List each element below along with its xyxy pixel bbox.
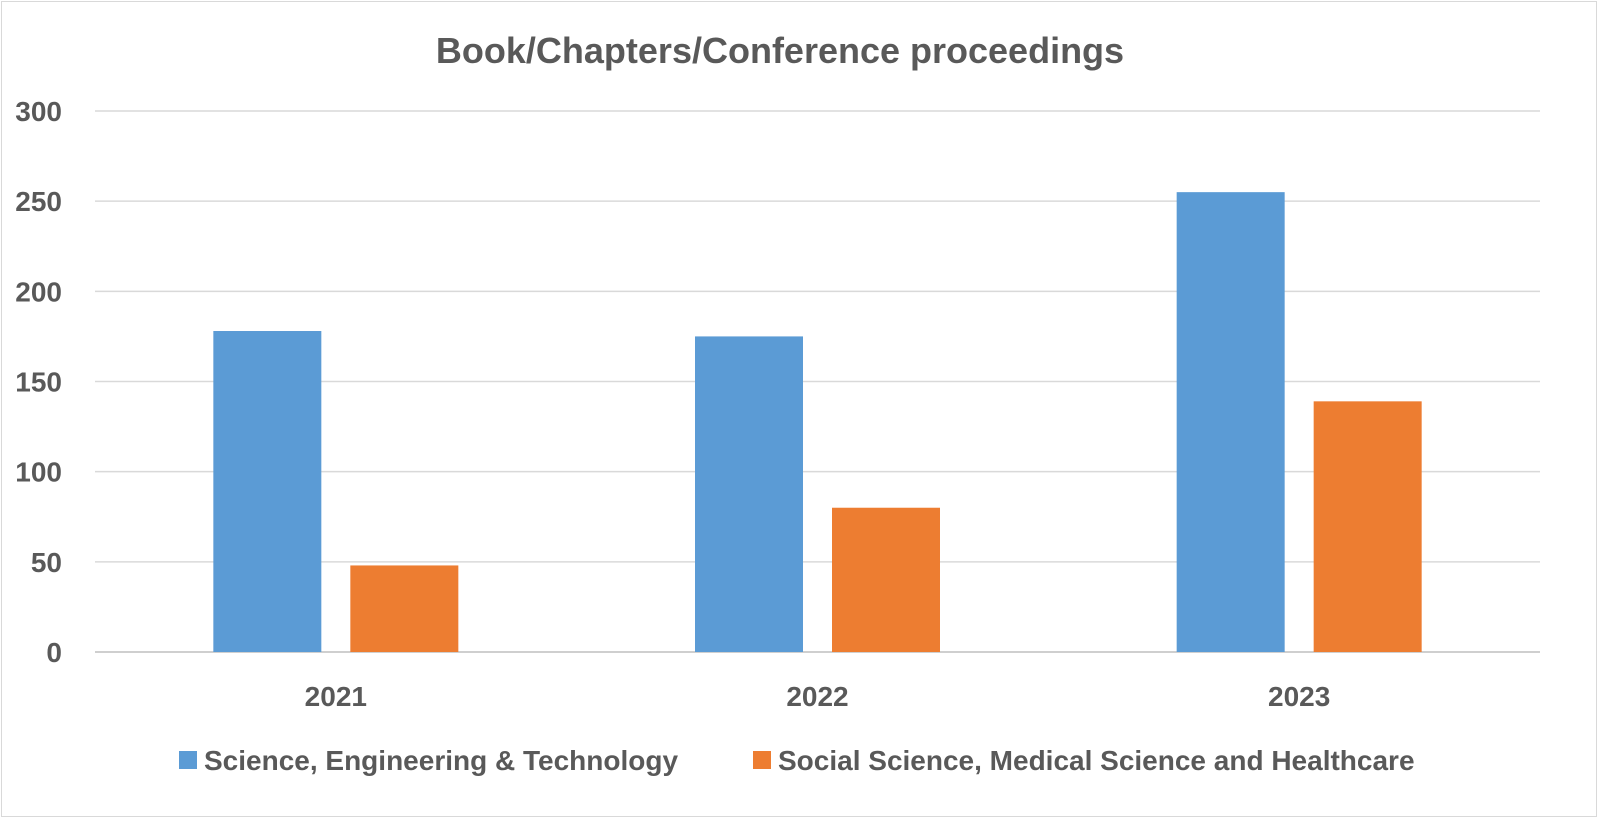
y-tick-label: 200 [15,276,62,307]
legend-label-2: Social Science, Medical Science and Heal… [778,745,1415,776]
bar-2022-series-2 [832,507,940,652]
gridlines [95,110,1540,653]
legend-swatch-1 [179,751,197,769]
y-tick-label: 250 [15,186,62,217]
y-axis-ticks: 0 50 100 150 200 250 300 [15,96,62,668]
x-tick-label: 2021 [305,681,367,712]
legend-label-1: Science, Engineering & Technology [204,745,678,776]
bars [213,192,1422,652]
y-tick-label: 100 [15,457,62,488]
y-tick-label: 150 [15,367,62,398]
bar-2022-series-1 [695,336,803,652]
y-tick-label: 300 [15,96,62,127]
x-tick-label: 2023 [1268,681,1330,712]
x-tick-label: 2022 [786,681,848,712]
bar-2021-series-2 [350,565,459,652]
legend: Science, Engineering & Technology Social … [179,745,1415,776]
bar-2023-series-1 [1176,192,1285,652]
y-tick-label: 0 [46,637,62,668]
chart-title: Book/Chapters/Conference proceedings [436,30,1124,71]
x-axis-ticks: 2021 2022 2023 [305,681,1331,712]
y-tick-label: 50 [31,547,62,578]
legend-swatch-2 [753,751,771,769]
bar-2023-series-2 [1313,401,1422,652]
bar-2021-series-1 [213,331,322,652]
